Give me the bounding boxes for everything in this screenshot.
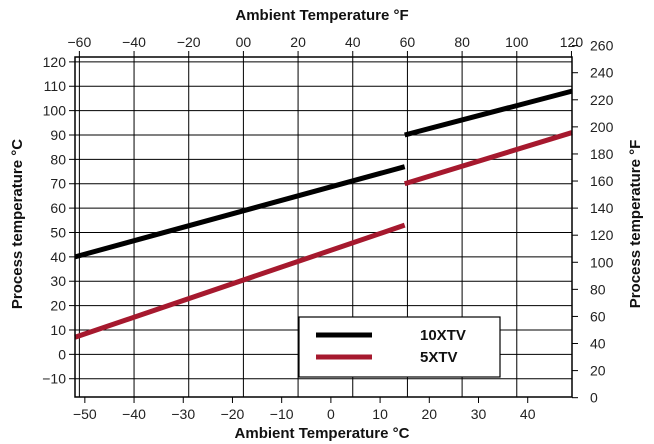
top-x-tick-label: 60 xyxy=(400,34,416,50)
bottom-x-tick-label: −10 xyxy=(270,406,294,422)
right-y-axis-title: Process temperature °F xyxy=(627,140,644,309)
right-y-tick-label: 60 xyxy=(590,308,606,324)
series-line-10xtv xyxy=(74,164,406,260)
series-line-5xtv xyxy=(403,130,573,187)
bottom-x-tick-label: −40 xyxy=(122,406,146,422)
series-line-5xtv xyxy=(74,222,406,340)
right-y-tick-label: 120 xyxy=(590,227,614,243)
bottom-x-axis-title: Ambient Temperature °C xyxy=(235,425,410,442)
left-y-tick-label: 20 xyxy=(50,298,66,314)
left-y-tick-label: 30 xyxy=(50,273,66,289)
top-x-tick-label: −60 xyxy=(67,34,91,50)
right-y-tick-label: 180 xyxy=(590,146,614,162)
left-y-tick-label: 40 xyxy=(50,249,66,265)
left-y-tick-label: 50 xyxy=(50,224,66,240)
bottom-x-tick-label: 10 xyxy=(372,406,388,422)
left-y-axis-title: Process temperature °C xyxy=(9,139,26,309)
right-y-tick-label: 140 xyxy=(590,200,614,216)
right-y-tick-label: 200 xyxy=(590,119,614,135)
right-y-tick-label: 260 xyxy=(590,38,614,54)
grid-lines xyxy=(75,57,572,397)
bottom-x-tick-label: −50 xyxy=(73,406,97,422)
right-y-tick-label: 40 xyxy=(590,336,606,352)
legend-box xyxy=(298,316,501,378)
left-y-tick-label: 0 xyxy=(58,346,66,362)
left-y-tick-label: 60 xyxy=(50,200,66,216)
series-layer xyxy=(74,88,573,340)
left-y-tick-label: −10 xyxy=(42,371,66,387)
top-x-axis-title: Ambient Temperature °F xyxy=(235,7,408,24)
top-x-tick-label: 20 xyxy=(290,34,306,50)
bottom-x-tick-label: 20 xyxy=(422,406,438,422)
top-x-tick-label: 120 xyxy=(560,34,584,50)
left-y-tick-label: 100 xyxy=(43,103,67,119)
right-y-tick-label: 0 xyxy=(590,390,598,406)
legend-label-10xtv: 10XTV xyxy=(420,327,466,344)
left-y-tick-label: 120 xyxy=(43,54,67,70)
left-y-tick-label: 10 xyxy=(50,322,66,338)
left-y-tick-label: 70 xyxy=(50,176,66,192)
right-y-tick-label: 100 xyxy=(590,254,614,270)
legend-label-5xtv: 5XTV xyxy=(420,349,458,366)
left-y-tick-label: 110 xyxy=(44,78,67,94)
right-y-tick-label: 80 xyxy=(590,281,606,297)
top-x-tick-label: 40 xyxy=(345,34,361,50)
bottom-x-tick-label: 30 xyxy=(471,406,487,422)
plot-frame xyxy=(74,56,573,398)
top-x-tick-label: 100 xyxy=(505,34,529,50)
right-y-tick-label: 160 xyxy=(590,173,614,189)
left-y-tick-label: 80 xyxy=(50,151,66,167)
top-x-tick-label: 00 xyxy=(236,34,252,50)
bottom-x-tick-label: 0 xyxy=(327,406,335,422)
right-y-tick-label: 20 xyxy=(590,363,606,379)
series-line-10xtv xyxy=(404,88,573,138)
top-x-tick-label: 80 xyxy=(454,34,470,50)
left-y-tick-label: 90 xyxy=(50,127,66,143)
right-y-tick-label: 220 xyxy=(590,92,614,108)
bottom-x-tick-label: −20 xyxy=(221,406,245,422)
bottom-x-tick-label: 40 xyxy=(520,406,536,422)
top-x-tick-label: −20 xyxy=(177,34,201,50)
right-y-tick-label: 240 xyxy=(590,65,614,81)
legend: 10XTV 5XTV xyxy=(298,316,501,378)
bottom-x-tick-label: −30 xyxy=(171,406,195,422)
top-x-tick-label: −40 xyxy=(122,34,146,50)
tick-labels: −60 −40 −20 00 20 40 60 80 100 120−10010203040506… xyxy=(42,34,613,422)
